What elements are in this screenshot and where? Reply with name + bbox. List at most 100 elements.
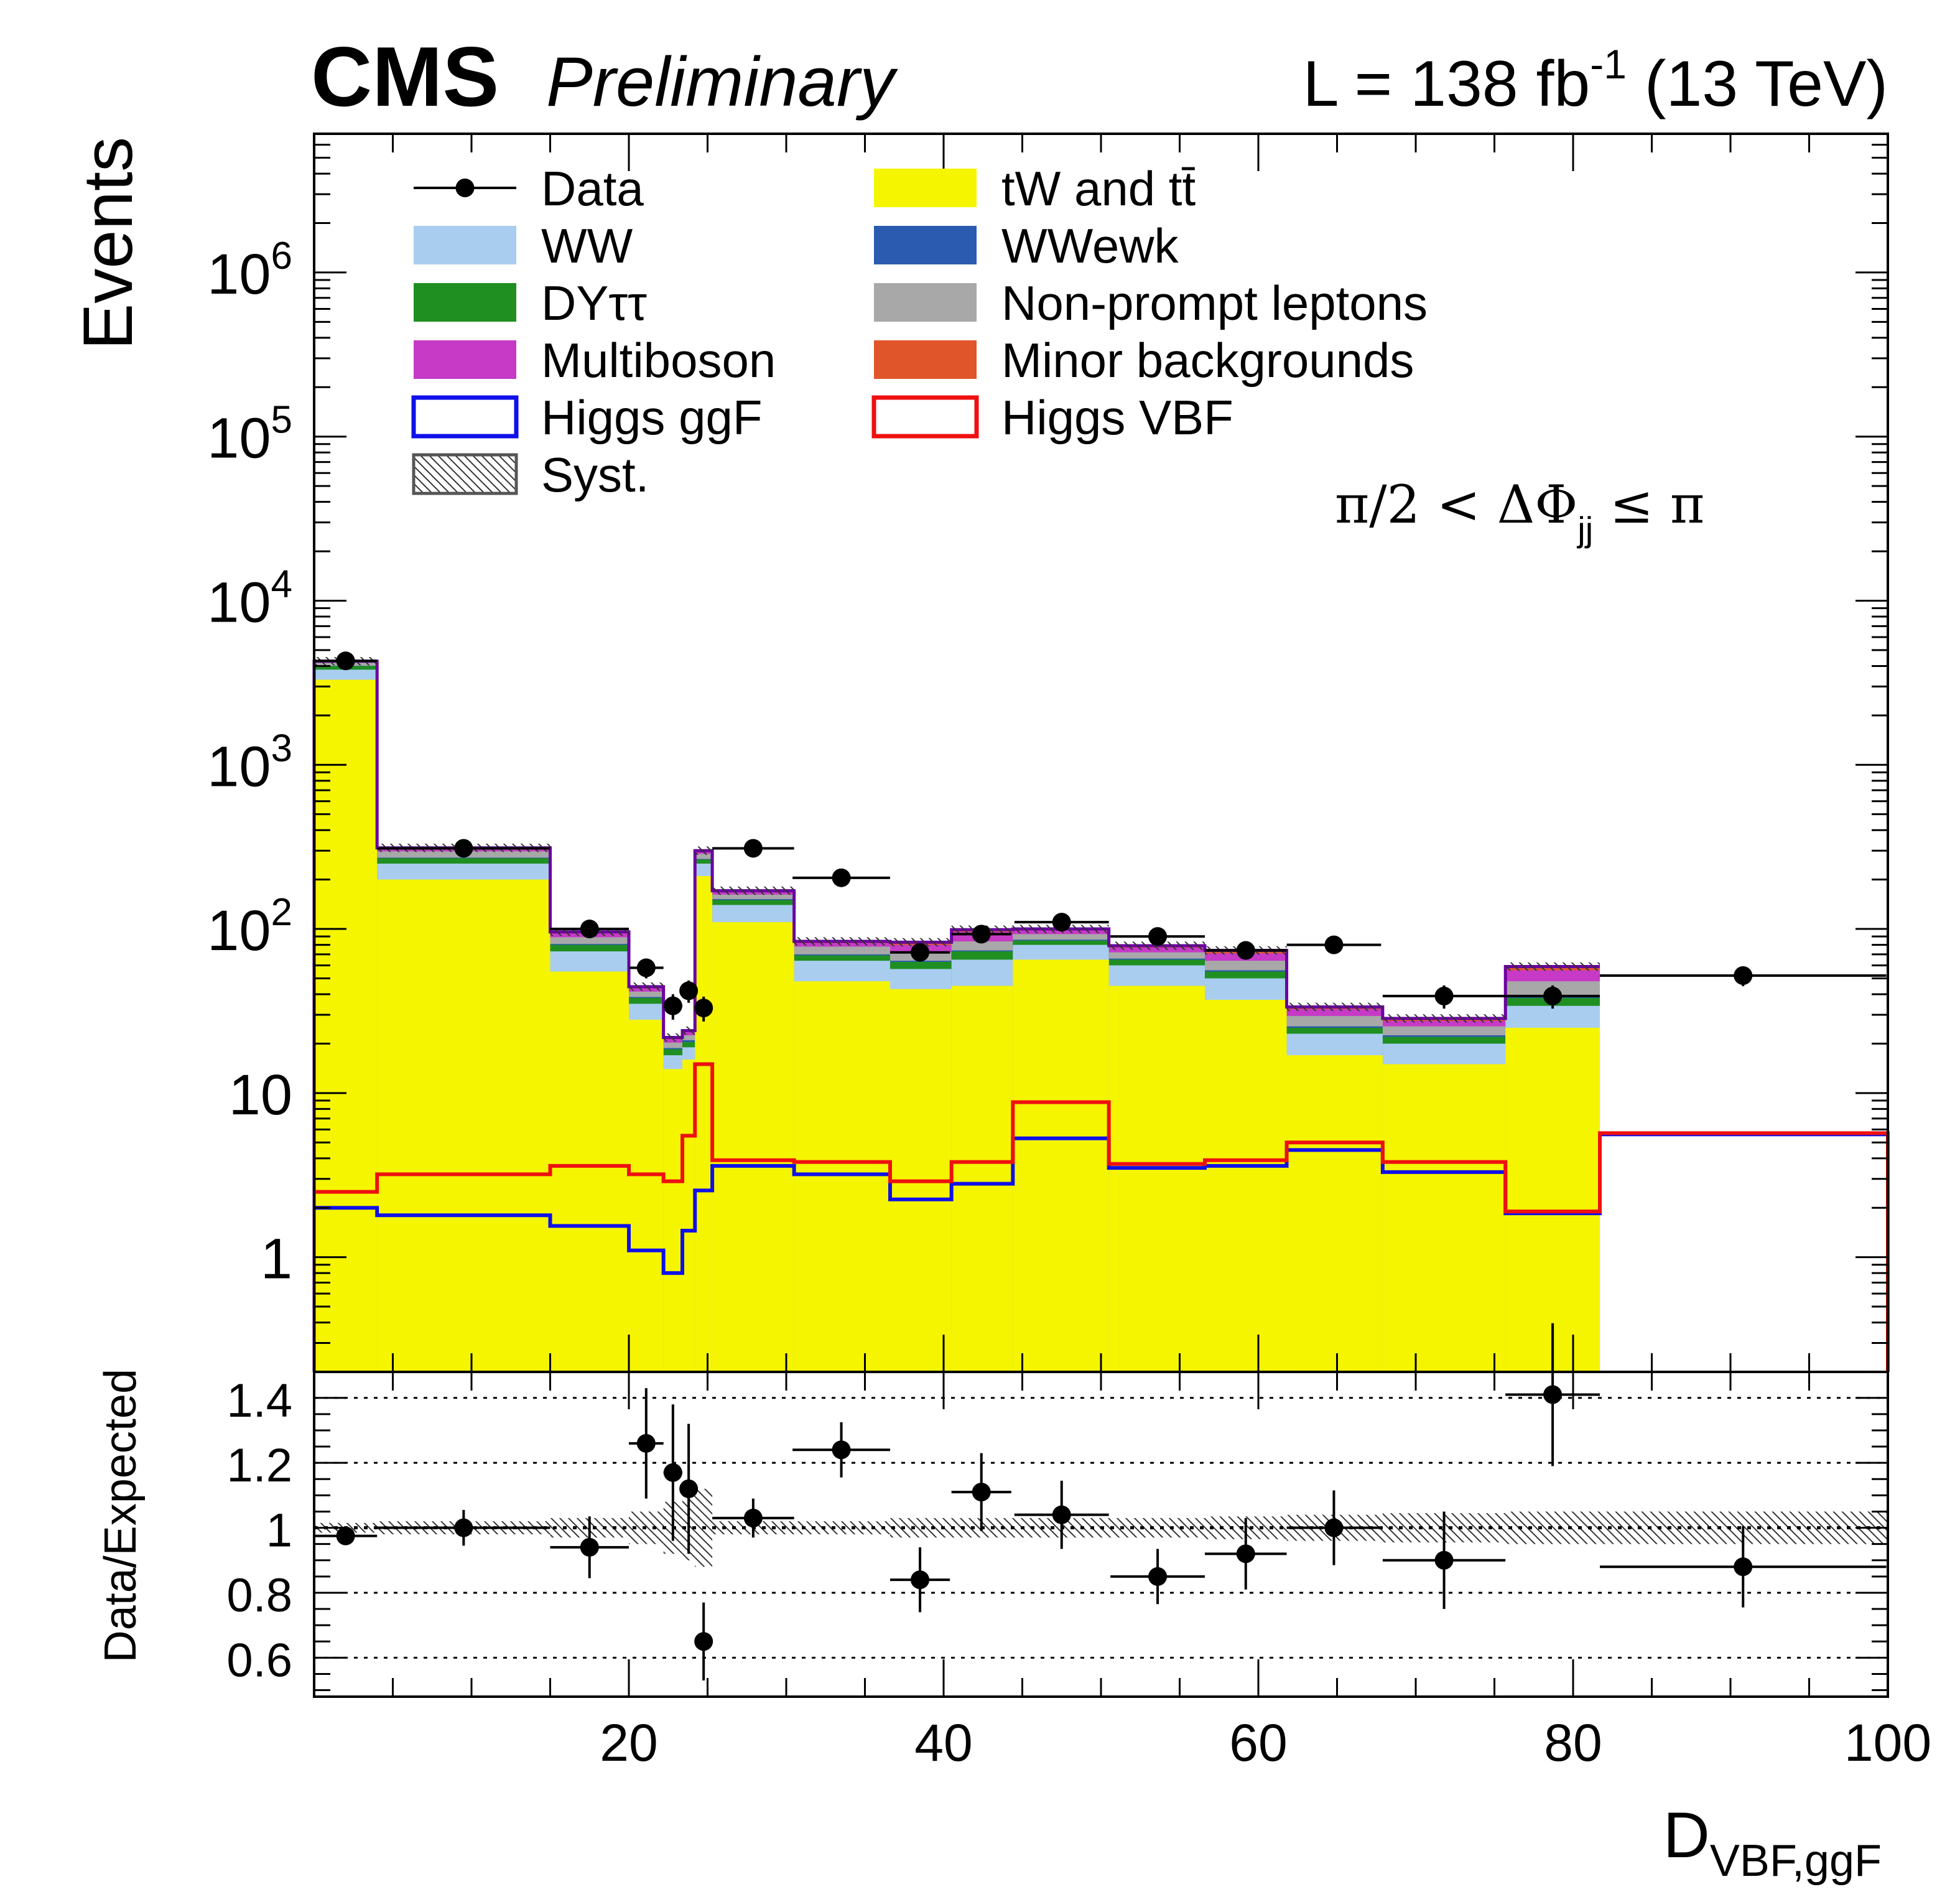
y-tick-label: 10 [229,1063,292,1127]
data-point-16 [1505,985,1600,1009]
y-tick-label: 105 [207,399,292,470]
data-marker [1734,966,1753,985]
stack-bar-top [1108,986,1205,1372]
ratio-syst-bin [1108,1517,1205,1538]
ratio-point-0 [314,1526,378,1545]
legend-entry-data: Data [414,161,644,216]
stack-bar-top [682,1059,695,1372]
ratio-marker [694,1632,713,1651]
y-axis-title: Events [69,137,147,350]
stack-bar-top [1286,1055,1383,1372]
data-point-12 [1110,927,1205,946]
data-points [314,651,1887,1022]
legend-label: Multiboson [541,333,776,388]
legend-swatch [874,283,977,322]
syst-band-bin [794,937,890,946]
data-point-11 [1014,913,1109,932]
experiment-label: CMS [311,29,499,124]
ratio-point-4 [663,1404,683,1541]
ratio-point-15 [1382,1511,1506,1610]
legend-label: WW [541,218,633,273]
ratio-point-17 [1600,1526,1887,1608]
legend-swatch [414,226,516,264]
data-point-10 [951,925,1011,944]
ratio-marker [1148,1567,1168,1586]
data-marker [1052,913,1071,932]
data-point-4 [663,994,683,1020]
ratio-marker [1434,1550,1454,1570]
data-marker [832,868,851,887]
legend-swatch [874,226,977,264]
ratio-points [314,1323,1887,1681]
stack-bar-top [550,971,629,1372]
ratio-y-tick-label: 1 [266,1504,292,1557]
x-tick-label: 80 [1544,1713,1602,1772]
data-marker [1236,941,1255,960]
ratio-y-axis-title: Data/Expected [96,1369,146,1662]
data-point-6 [694,996,713,1022]
ratio-point-10 [951,1453,1011,1531]
legend-entry-wwewk: WWewk [874,218,1179,273]
syst-band-bin [1286,1002,1383,1012]
ratio-marker [832,1440,851,1460]
legend-swatch [871,395,979,439]
ratio-marker [336,1526,355,1545]
stack-bar-top [794,981,890,1372]
ratio-marker [972,1483,991,1502]
ratio-point-3 [629,1388,664,1499]
y-tick-label: 104 [207,562,292,634]
ratio-point-2 [550,1516,629,1578]
stack-bar-top [695,876,713,1372]
syst-band-bin [695,846,713,855]
ratio-point-13 [1204,1517,1287,1590]
data-marker [1148,927,1168,946]
ratio-point-12 [1110,1549,1205,1605]
ratio-marker [1236,1544,1255,1564]
legend-entry-minor: Minor backgrounds [874,333,1414,388]
legend-entry-vbf: Higgs VBF [871,390,1233,445]
main-axis: 1 10 102 103 104 105 106 [207,133,1889,1373]
legend-label: Syst. [541,447,649,502]
x-tick-label: 60 [1229,1713,1287,1772]
ratio-marker [580,1537,599,1557]
ratio-y-tick-label: 1.4 [226,1374,292,1427]
x-tick-label: 20 [600,1713,657,1772]
stack-bar-top [663,1069,683,1372]
signal-line-ggf [314,1132,1890,1372]
ratio-marker [636,1433,656,1453]
legend-entry-top: tW and tt̄ [874,161,1196,216]
data-point-2 [550,920,629,939]
ratio-marker [743,1508,763,1527]
ratio-marker [1543,1385,1563,1404]
legend-swatch [412,453,518,495]
ratio-marker [1052,1505,1071,1524]
data-marker [663,996,682,1015]
legend-label: Minor backgrounds [1001,333,1414,388]
syst-band-bin [1382,1014,1506,1023]
ratio-point-14 [1286,1490,1382,1565]
ratio-point-6 [694,1602,713,1681]
signal-histograms [314,1062,1890,1372]
ratio-point-7 [712,1498,794,1538]
ratio-marker [911,1570,930,1590]
data-marker [336,651,355,671]
data-point-5 [679,980,699,1003]
data-point-15 [1382,985,1506,1009]
data-marker [911,943,930,962]
ratio-point-8 [792,1422,890,1478]
legend-label: DYττ [541,276,647,330]
syst-band-bin [712,886,794,895]
legend: Data tW and tt̄ WW WWewk DYττ Non-prompt lept… [411,161,1428,502]
data-marker [1324,935,1344,954]
y-tick-label: 1 [261,1228,292,1291]
x-tick-label: 100 [1844,1713,1931,1772]
data-marker [679,981,699,1000]
y-tick-label: 106 [207,235,292,306]
ratio-point-5 [679,1424,699,1554]
data-point-14 [1286,935,1382,954]
stack-bar-top [1013,959,1109,1372]
ratio-axis: 0.6 0.8 1 1.2 1.4 20 40 60 80 100 [226,1371,1931,1772]
syst-band-bin [629,982,664,991]
ratio-point-1 [377,1509,550,1546]
legend-entry-np: Non-prompt leptons [874,276,1428,330]
